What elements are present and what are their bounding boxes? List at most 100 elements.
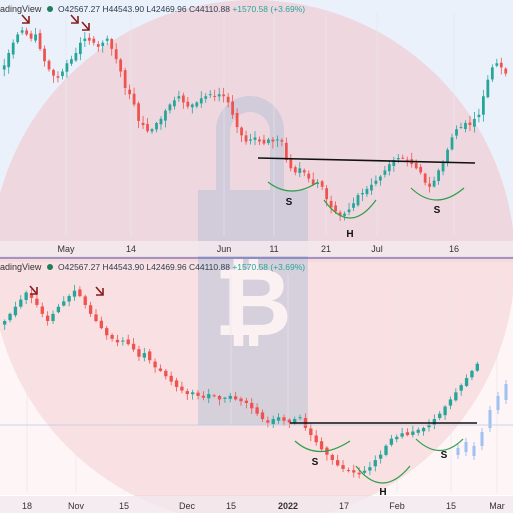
candle-bot-47 bbox=[255, 403, 259, 416]
candle-bot-32 bbox=[174, 377, 179, 392]
top-label-head: H bbox=[346, 229, 353, 240]
candle-bot-33 bbox=[180, 381, 184, 394]
candle-bot-86 bbox=[464, 374, 469, 388]
candle-top-20 bbox=[92, 35, 96, 46]
bottom-arrow-2-icon bbox=[95, 286, 104, 296]
candle-bot-27 bbox=[148, 348, 152, 364]
candle-bot-80 bbox=[432, 414, 437, 430]
candle-bot-7 bbox=[40, 302, 44, 318]
top-high: H44543.90 bbox=[102, 4, 144, 14]
candle-bot-61 bbox=[330, 453, 334, 465]
top-head-arc bbox=[323, 199, 377, 219]
candle-top-9 bbox=[43, 45, 46, 67]
x-tick-bot-8: 15 bbox=[446, 501, 456, 511]
x-tick-bot-9: Mar bbox=[489, 501, 505, 511]
candle-bot-3 bbox=[19, 295, 23, 309]
candle-bot-82 bbox=[443, 405, 447, 420]
candle-top-80 bbox=[361, 188, 364, 202]
candle-top-19 bbox=[87, 33, 91, 45]
candle-top-111 bbox=[499, 57, 503, 75]
candle-bot-71 bbox=[384, 444, 388, 457]
candle-bot-0 bbox=[3, 319, 7, 330]
candle-bot-21 bbox=[115, 334, 120, 347]
candle-bot-72 bbox=[389, 434, 394, 447]
candle-top-27 bbox=[123, 67, 127, 96]
candle-top-65 bbox=[293, 165, 297, 176]
candle-top-105 bbox=[473, 111, 476, 133]
top-x-axis: May 14 Jun 11 21 Jul 16 bbox=[57, 244, 459, 254]
candle-top-41 bbox=[186, 97, 190, 109]
candle-top-14 bbox=[65, 59, 69, 78]
x-tick-bot-1: Nov bbox=[68, 501, 85, 511]
top-brand: adingView bbox=[0, 4, 42, 14]
candle-bot-57 bbox=[309, 423, 313, 442]
bottom-x-axis-strip bbox=[0, 496, 513, 513]
candle-top-35 bbox=[159, 116, 163, 130]
candle-top-42 bbox=[190, 103, 194, 114]
candle-bot-70 bbox=[378, 450, 383, 464]
candle-bot-5 bbox=[29, 288, 34, 304]
candle-top-107 bbox=[481, 89, 485, 122]
candle-bot-6 bbox=[35, 293, 39, 308]
candle-top-38 bbox=[173, 96, 176, 110]
candle-top-49 bbox=[222, 87, 226, 103]
candle-bot-11 bbox=[62, 296, 66, 307]
x-tick-bot-5: 2022 bbox=[278, 501, 298, 511]
candle-top-48 bbox=[217, 87, 221, 102]
candle-bot-39 bbox=[212, 393, 216, 398]
bottom-head-arc bbox=[355, 465, 411, 484]
bottom-arrow-1-icon bbox=[29, 285, 38, 295]
bottom-status-dot-icon bbox=[47, 264, 53, 270]
svg-text:O42567.27 H44543.90 L42469.96: O42567.27 H44543.90 L42469.96 C44110.88 … bbox=[58, 4, 305, 14]
candle-top-40 bbox=[181, 92, 185, 109]
projection-candle-5 bbox=[496, 392, 500, 414]
x-tick-top-3: 11 bbox=[269, 244, 278, 254]
candle-bot-63 bbox=[341, 460, 345, 473]
candle-top-22 bbox=[101, 40, 105, 53]
candle-top-106 bbox=[477, 108, 481, 123]
bottom-grid bbox=[26, 274, 498, 493]
candle-top-64 bbox=[289, 154, 293, 172]
top-arrow-3-icon bbox=[81, 21, 90, 31]
candle-bot-23 bbox=[126, 334, 130, 346]
candle-bot-41 bbox=[223, 396, 227, 403]
candle-top-10 bbox=[47, 59, 51, 72]
candle-top-7 bbox=[34, 28, 37, 43]
candle-top-0 bbox=[2, 58, 6, 77]
candle-top-23 bbox=[105, 35, 109, 46]
top-neckline bbox=[257, 157, 476, 164]
candle-top-2 bbox=[11, 39, 15, 59]
candle-bot-64 bbox=[346, 467, 351, 473]
candle-bot-58 bbox=[314, 430, 318, 446]
candle-top-25 bbox=[114, 43, 118, 64]
candle-top-6 bbox=[29, 30, 33, 42]
candle-bot-49 bbox=[266, 416, 270, 428]
candle-top-55 bbox=[249, 133, 252, 145]
candle-top-71 bbox=[320, 179, 324, 191]
candle-top-77 bbox=[347, 202, 351, 216]
candle-bot-84 bbox=[454, 388, 458, 402]
svg-text:O42567.27 H44543.90 L42469.96: O42567.27 H44543.90 L42469.96 C44110.88 … bbox=[58, 262, 305, 272]
candle-bot-12 bbox=[67, 294, 71, 307]
candle-top-70 bbox=[316, 179, 320, 189]
candle-top-68 bbox=[307, 170, 311, 183]
bottom-label-left-shoulder: S bbox=[312, 457, 319, 468]
candle-bot-28 bbox=[153, 358, 157, 373]
candle-bot-73 bbox=[395, 434, 399, 443]
candle-bot-35 bbox=[190, 389, 195, 400]
candle-bot-36 bbox=[196, 390, 200, 400]
top-status-dot-icon bbox=[47, 6, 53, 12]
candle-top-93 bbox=[419, 164, 423, 175]
candle-bot-52 bbox=[282, 414, 286, 426]
x-tick-bot-4: 15 bbox=[226, 501, 236, 511]
candle-top-18 bbox=[83, 32, 87, 48]
candle-bot-1 bbox=[8, 312, 12, 323]
candle-top-45 bbox=[204, 93, 208, 103]
candle-top-104 bbox=[468, 115, 472, 132]
candle-top-13 bbox=[61, 68, 64, 80]
candle-top-30 bbox=[137, 101, 140, 129]
candle-top-52 bbox=[235, 108, 239, 133]
candle-bot-17 bbox=[94, 309, 98, 323]
bottom-right-shoulder-arc bbox=[415, 438, 464, 452]
top-x-axis-strip bbox=[0, 241, 513, 256]
